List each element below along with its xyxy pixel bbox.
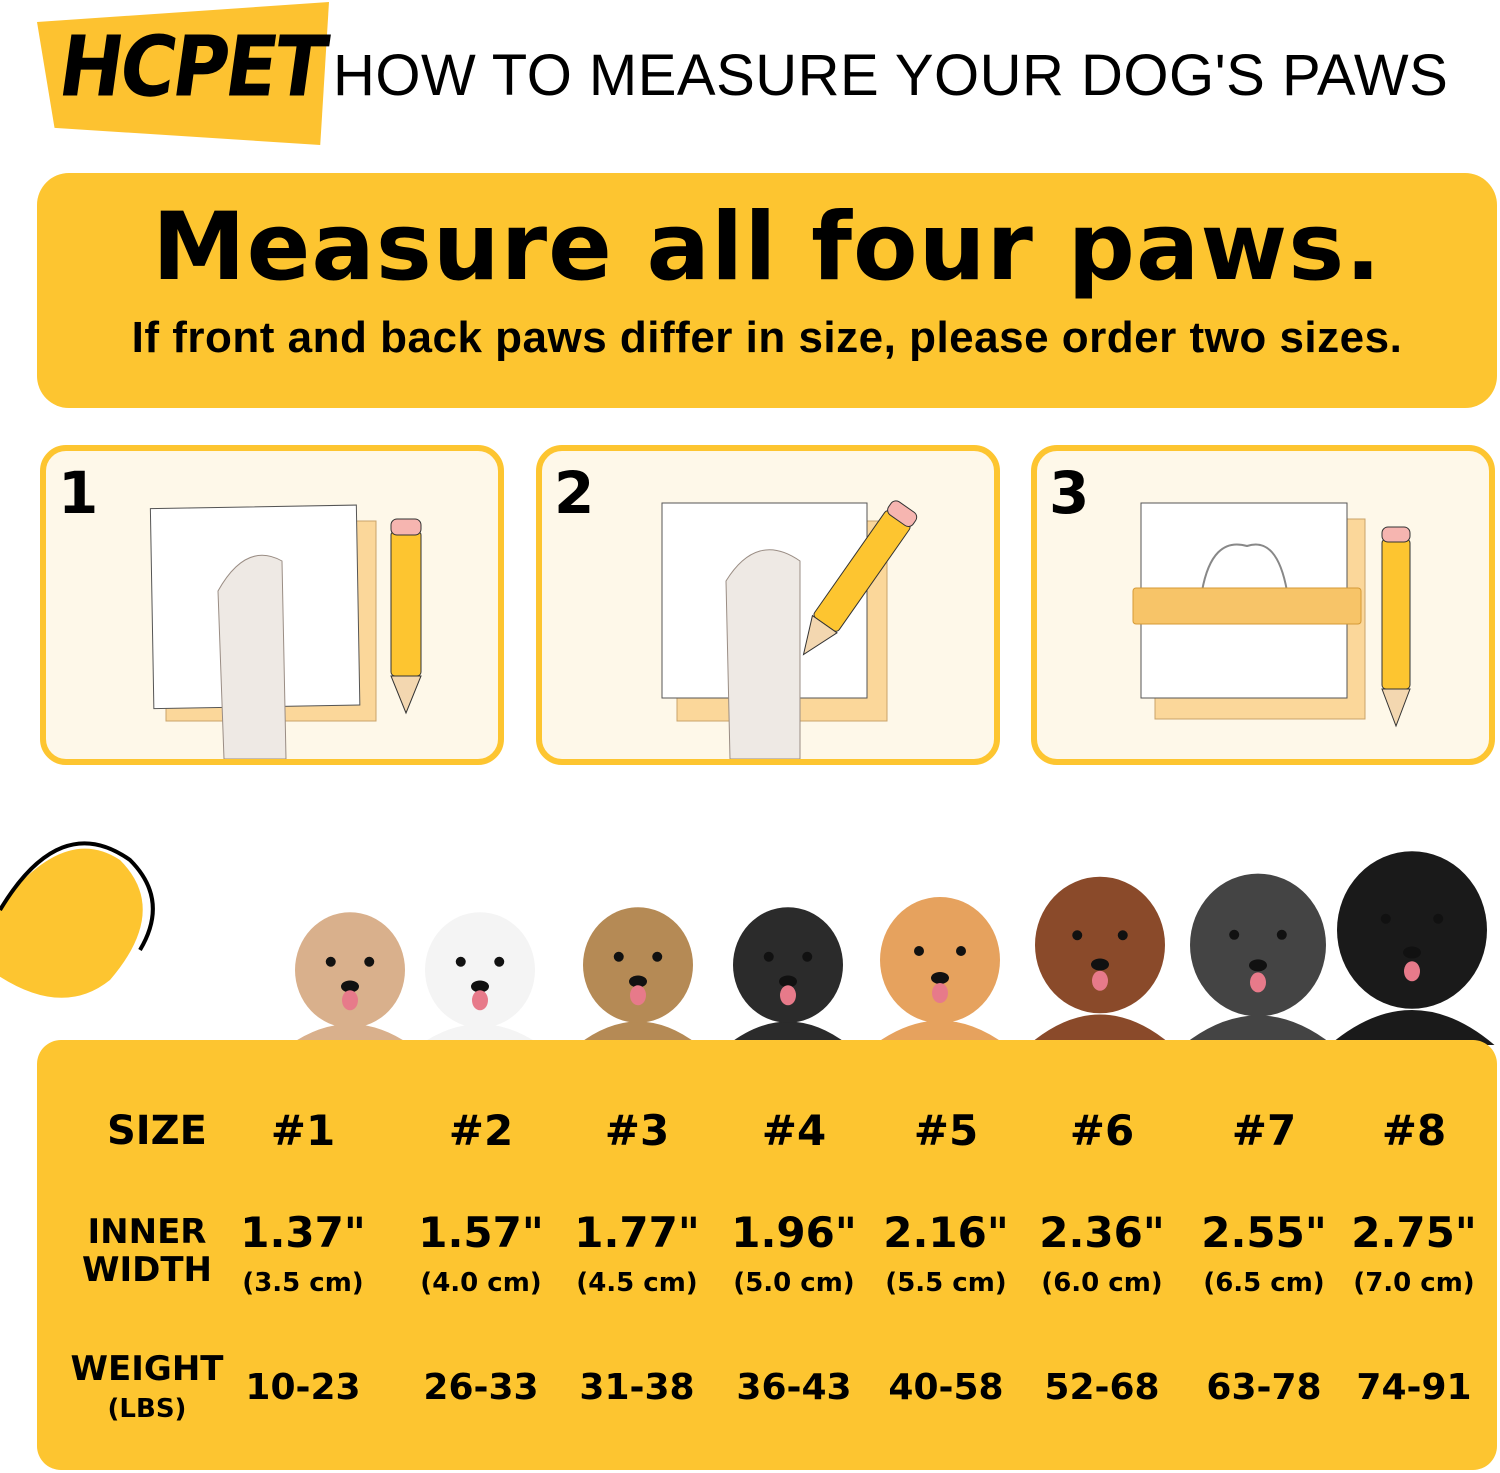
- weight-range: 40-58: [888, 1367, 1004, 1408]
- inner-width-cm: (4.5 cm): [576, 1268, 698, 1298]
- inner-width-cm: (4.0 cm): [420, 1268, 542, 1298]
- size-value: #2: [448, 1106, 514, 1155]
- inner-width-inches: 1.96": [731, 1208, 857, 1257]
- inner-width-inches: 1.77": [574, 1208, 700, 1257]
- size-value: #3: [604, 1106, 670, 1155]
- dog-photo: [577, 907, 699, 1045]
- inner-width-cm: (5.5 cm): [885, 1268, 1007, 1298]
- inner-width-cm: (6.0 cm): [1041, 1268, 1163, 1298]
- weight-label: WEIGHT: [70, 1349, 224, 1389]
- page-title: HOW TO MEASURE YOUR DOG'S PAWS: [333, 43, 1449, 108]
- inner-width-cm: (3.5 cm): [242, 1268, 364, 1298]
- weight-range: 52-68: [1044, 1367, 1160, 1408]
- dog-photo: [727, 907, 849, 1045]
- size-value: #1: [270, 1106, 336, 1155]
- brand-logo: HCPET: [53, 17, 331, 116]
- measure-with-ruler-illustration: [1132, 502, 1411, 728]
- inner-width-label-line1: INNER: [87, 1212, 207, 1252]
- size-value: #5: [913, 1106, 979, 1155]
- dog-photo: [874, 897, 1006, 1045]
- inner-width-inches: 2.75": [1351, 1208, 1477, 1257]
- step-number: 3: [1049, 459, 1090, 527]
- size-value: #7: [1231, 1106, 1297, 1155]
- step-1-panel: 1: [40, 445, 504, 765]
- inner-width-inches: 2.36": [1039, 1208, 1165, 1257]
- inner-width-inches: 1.37": [240, 1208, 366, 1257]
- size-value: #8: [1381, 1106, 1447, 1155]
- banner-heading: Measure all four paws.: [152, 193, 1382, 302]
- size-label: SIZE: [106, 1108, 208, 1154]
- banner-subheading: If front and back paws differ in size, p…: [131, 313, 1403, 362]
- dog-photo: [1329, 851, 1495, 1045]
- trace-paw-illustration: [661, 500, 918, 759]
- decorative-swoosh: [0, 848, 143, 998]
- logo-background: [37, 2, 329, 145]
- inner-width-cm: (6.5 cm): [1203, 1268, 1325, 1298]
- step-2-panel: 2: [536, 445, 1000, 765]
- weight-unit-label: (LBS): [107, 1394, 187, 1424]
- step-number: 2: [554, 459, 595, 527]
- dog-breeds-illustration: [0, 841, 1495, 1045]
- weight-range: 26-33: [423, 1367, 539, 1408]
- size-value: #4: [761, 1106, 827, 1155]
- step-3-panel: 3: [1031, 445, 1495, 765]
- paw-on-paper-illustration: [149, 504, 422, 759]
- weight-range: 36-43: [736, 1367, 852, 1408]
- inner-width-cm: (5.0 cm): [733, 1268, 855, 1298]
- dog-photo: [419, 912, 541, 1045]
- dog-photo: [289, 912, 411, 1045]
- decorative-swoosh-line: [0, 841, 155, 952]
- weight-range: 31-38: [579, 1367, 695, 1408]
- inner-width-inches: 2.55": [1201, 1208, 1327, 1257]
- dog-photo: [1028, 876, 1172, 1045]
- weight-range: 63-78: [1206, 1367, 1322, 1408]
- size-chart: SIZE INNER WIDTH WEIGHT (LBS) #1 1.37" (3.…: [37, 1040, 1497, 1470]
- dog-photo: [1183, 873, 1333, 1045]
- instruction-banner: Measure all four paws. If front and back…: [37, 173, 1497, 408]
- weight-range: 74-91: [1356, 1367, 1472, 1408]
- weight-range: 10-23: [245, 1367, 361, 1408]
- inner-width-cm: (7.0 cm): [1353, 1268, 1475, 1298]
- inner-width-label-line2: WIDTH: [81, 1250, 213, 1290]
- inner-width-inches: 1.57": [418, 1208, 544, 1257]
- size-value: #6: [1069, 1106, 1135, 1155]
- step-number: 1: [58, 459, 99, 527]
- inner-width-inches: 2.16": [883, 1208, 1009, 1257]
